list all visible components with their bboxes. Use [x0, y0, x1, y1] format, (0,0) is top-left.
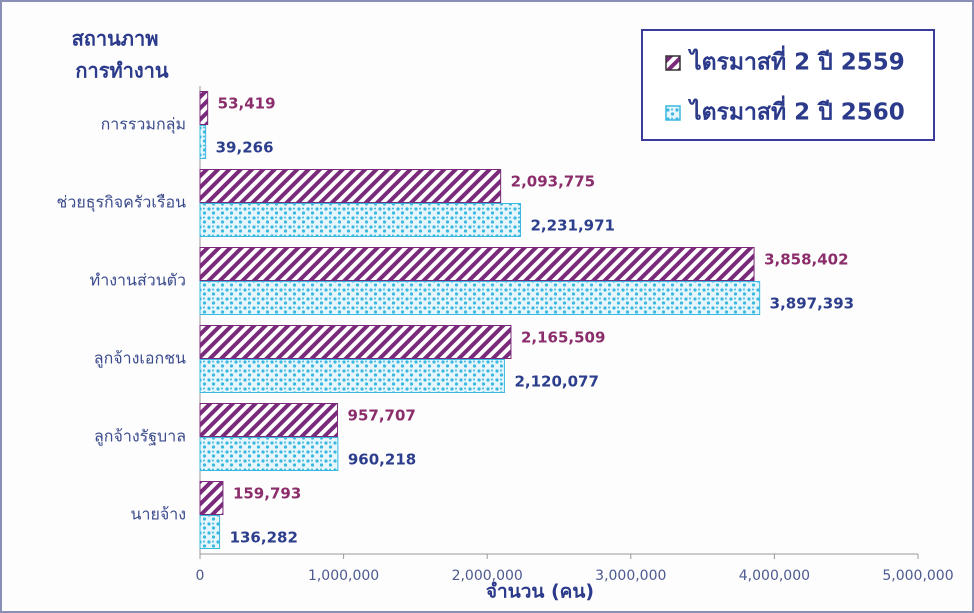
- bar: [199, 437, 339, 471]
- bar: [199, 481, 224, 515]
- legend-label: ไตรมาสที่ 2 ปี 2560: [687, 95, 905, 126]
- bar: [199, 403, 339, 437]
- y-tick-label: ลูกจ้างรัฐบาล: [94, 427, 186, 447]
- x-tick-label: 3,000,000: [595, 568, 666, 584]
- x-tick-label: 1,000,000: [308, 568, 379, 584]
- value-label: 2,231,971: [531, 217, 615, 235]
- value-label: 136,282: [230, 529, 298, 547]
- y-tick-label: ลูกจ้างเอกชน: [94, 349, 186, 369]
- x-tick-label: 5,000,000: [882, 568, 953, 584]
- value-label: 3,858,402: [764, 251, 848, 269]
- y-tick-label: ทำงานส่วนตัว: [90, 271, 186, 290]
- value-label: 39,266: [216, 139, 274, 157]
- bar: [199, 281, 761, 315]
- legend-swatch: [665, 105, 681, 121]
- x-tick-label: 0: [196, 568, 205, 584]
- bar: [199, 203, 522, 237]
- value-label: 3,897,393: [770, 295, 854, 313]
- bar: [199, 247, 755, 281]
- x-tick-label: 4,000,000: [739, 568, 810, 584]
- bar: [199, 515, 221, 549]
- value-label: 53,419: [218, 95, 276, 113]
- value-label: 957,707: [348, 407, 416, 425]
- y-tick-label: นายจ้าง: [131, 505, 186, 524]
- value-label: 2,165,509: [521, 329, 605, 347]
- x-axis-title: จำนวน (คน): [486, 581, 594, 603]
- y-tick-label: ช่วยธุรกิจครัวเรือน: [56, 193, 186, 213]
- bar: [199, 169, 502, 203]
- bar: [199, 125, 207, 159]
- bar: [199, 359, 505, 393]
- value-label: 159,793: [233, 485, 301, 503]
- legend-swatch: [665, 55, 681, 71]
- y-axis-title: การทำงาน: [75, 59, 168, 83]
- y-axis-title: สถานภาพ: [72, 27, 159, 51]
- bar: [199, 325, 512, 359]
- value-label: 2,093,775: [511, 173, 595, 191]
- legend-label: ไตรมาสที่ 2 ปี 2559: [687, 45, 905, 76]
- value-label: 960,218: [348, 451, 416, 469]
- value-label: 2,120,077: [514, 373, 598, 391]
- legend-box: [641, 29, 935, 141]
- x-tick-label: 2,000,000: [452, 568, 523, 584]
- bar: [199, 91, 209, 125]
- y-tick-label: การรวมกลุ่ม: [101, 115, 186, 135]
